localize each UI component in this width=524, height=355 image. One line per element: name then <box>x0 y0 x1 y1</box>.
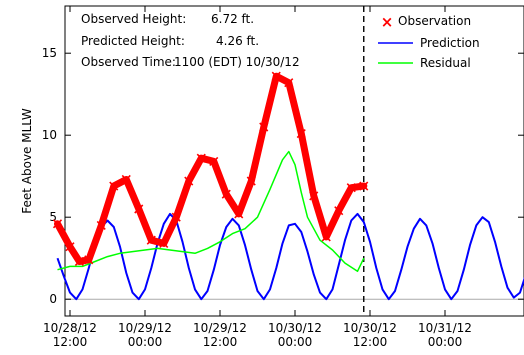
observation-point <box>74 256 84 267</box>
observation-series-line <box>54 72 368 265</box>
x-tick-date-label: 10/29/12 <box>118 321 172 335</box>
legend-prediction: Prediction <box>378 36 480 50</box>
x-tick-time-label: 12:00 <box>53 335 88 349</box>
observation-point <box>134 204 144 214</box>
observation-point <box>334 206 344 216</box>
observed-time-value: 1100 (EDT) 10/30/12 <box>174 55 300 69</box>
legend-observation-marker: × <box>381 13 394 31</box>
observed-height-value: 6.72 ft. <box>211 12 254 26</box>
observation-point <box>284 78 294 88</box>
y-axis-label: Feet Above MLLW <box>20 108 34 214</box>
observation-point <box>209 156 219 167</box>
observation-point <box>296 128 306 139</box>
observation-point <box>65 242 75 252</box>
observed-time-label: Observed Time: <box>81 55 176 69</box>
observation-point <box>271 71 281 81</box>
y-tick-label: 0 <box>49 292 57 306</box>
legend-observation: × Observation <box>381 13 471 31</box>
observation-point <box>146 235 156 245</box>
observation-point <box>221 189 231 199</box>
x-tick-date-label: 10/31/12 <box>418 321 472 335</box>
x-tick-date-label: 10/30/12 <box>343 321 397 335</box>
legend-residual-label: Residual <box>420 56 471 70</box>
observation-point <box>171 212 181 222</box>
y-tick-label: 5 <box>49 210 57 224</box>
x-tick-time-label: 00:00 <box>278 335 313 349</box>
x-tick-date-label: 10/29/12 <box>193 321 247 335</box>
observation-point <box>196 153 206 163</box>
x-tick-time-label: 00:00 <box>428 335 463 349</box>
x-tick-date-label: 10/30/12 <box>268 321 322 335</box>
observation-point <box>96 220 106 230</box>
observation-point <box>84 255 94 265</box>
observation-point <box>121 174 131 185</box>
x-tick-time-label: 12:00 <box>203 335 238 349</box>
observation-point <box>159 238 169 249</box>
observation-point <box>109 181 119 191</box>
observation-point <box>346 183 356 193</box>
observation-point <box>359 181 369 191</box>
observation-point <box>184 176 194 186</box>
predicted-height-label: Predicted Height: <box>81 34 185 48</box>
x-tick-date-label: 10/28/12 <box>43 321 97 335</box>
y-tick-label: 10 <box>42 128 57 142</box>
predicted-height-value: 4.26 ft. <box>216 34 259 48</box>
legend-prediction-label: Prediction <box>420 36 480 50</box>
observation-point <box>309 191 319 201</box>
y-tick-label: 15 <box>42 46 57 60</box>
observation-point <box>259 122 269 132</box>
observation-point <box>234 209 244 219</box>
legend-residual: Residual <box>378 56 471 70</box>
observation-point <box>246 176 256 186</box>
observation-point <box>321 232 331 242</box>
legend: × Observation Prediction Residual <box>378 13 480 70</box>
legend-observation-label: Observation <box>398 14 471 28</box>
observation-point <box>52 219 63 229</box>
prediction-series-line <box>56 212 524 301</box>
residual-series-line <box>57 150 365 273</box>
x-tick-time-label: 12:00 <box>353 335 388 349</box>
observed-height-label: Observed Height: <box>81 12 186 26</box>
x-tick-time-label: 00:00 <box>128 335 163 349</box>
